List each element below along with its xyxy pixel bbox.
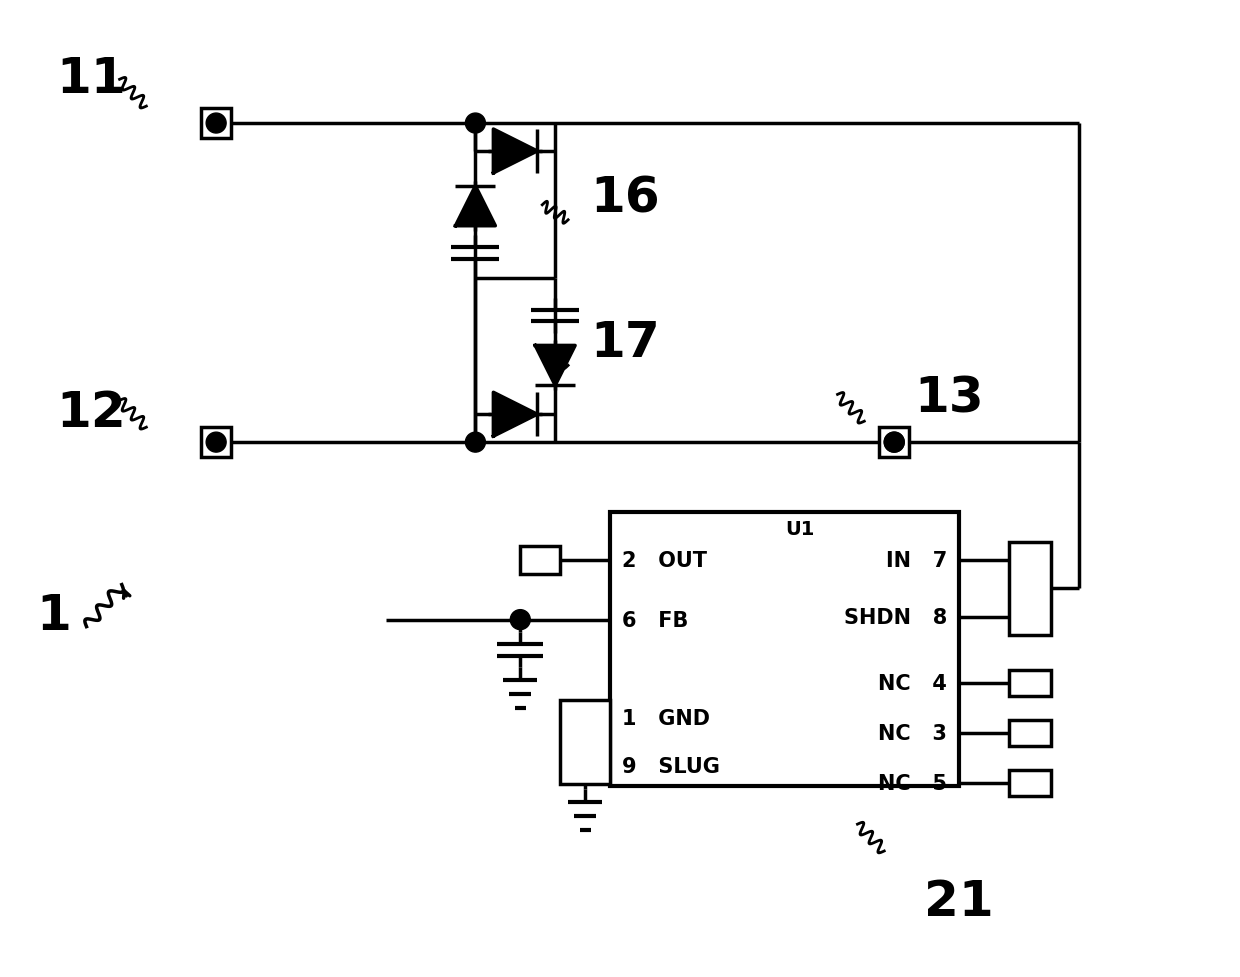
Circle shape <box>884 433 904 452</box>
Polygon shape <box>536 346 575 386</box>
Bar <box>560 701 610 785</box>
Polygon shape <box>455 187 495 227</box>
Text: 6   FB: 6 FB <box>622 610 688 630</box>
Text: SHDN   8: SHDN 8 <box>843 607 947 627</box>
Bar <box>879 428 909 457</box>
Text: 11: 11 <box>57 55 126 103</box>
Text: IN   7: IN 7 <box>885 550 947 571</box>
Bar <box>1009 771 1050 796</box>
Text: 17: 17 <box>590 319 660 367</box>
Bar <box>1009 542 1050 635</box>
Text: 2   OUT: 2 OUT <box>622 550 707 571</box>
Text: 16: 16 <box>590 175 660 223</box>
Bar <box>1009 721 1050 746</box>
Text: NC   3: NC 3 <box>878 724 947 743</box>
Text: 9   SLUG: 9 SLUG <box>622 756 720 777</box>
Text: 1: 1 <box>37 591 72 639</box>
Text: 12: 12 <box>57 389 126 437</box>
Text: 13: 13 <box>914 374 983 422</box>
Circle shape <box>465 433 485 452</box>
Text: U1: U1 <box>785 520 815 538</box>
Text: 21: 21 <box>924 877 994 925</box>
Bar <box>201 109 231 139</box>
Text: NC   4: NC 4 <box>878 674 947 694</box>
Circle shape <box>465 114 485 134</box>
Polygon shape <box>494 393 537 437</box>
Bar <box>1009 671 1050 697</box>
Circle shape <box>206 433 226 452</box>
Circle shape <box>511 610 531 630</box>
Polygon shape <box>494 130 537 174</box>
Circle shape <box>884 433 904 452</box>
Circle shape <box>206 114 226 134</box>
Text: NC   5: NC 5 <box>878 774 947 793</box>
Bar <box>201 428 231 457</box>
Text: 1   GND: 1 GND <box>622 708 711 729</box>
Bar <box>521 546 560 574</box>
Bar <box>610 512 959 786</box>
